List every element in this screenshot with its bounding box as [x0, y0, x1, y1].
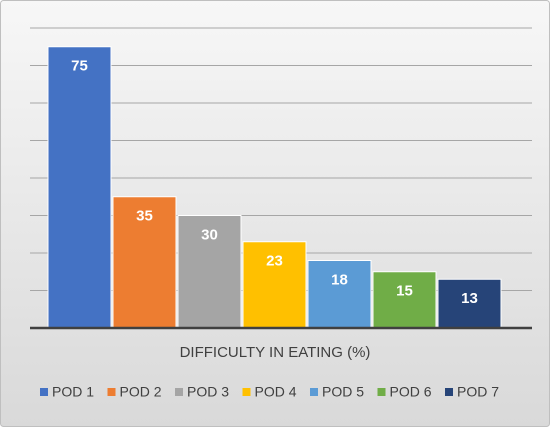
data-label: 75 [71, 58, 88, 75]
bar [177, 215, 242, 329]
legend-label: POD 4 [255, 384, 297, 400]
legend-swatch [310, 388, 318, 396]
data-label: 15 [396, 283, 413, 300]
bar [307, 260, 372, 329]
legend-swatch [242, 388, 251, 396]
legend-label: POD 2 [120, 384, 162, 400]
data-label: 35 [136, 208, 153, 225]
legend-label: POD 1 [52, 384, 94, 400]
bar [112, 196, 177, 329]
x-axis-title: DIFFICULTY IN EATING (%) [180, 344, 371, 361]
bar [242, 241, 307, 329]
legend-swatch [40, 388, 48, 396]
legend-label: POD 6 [390, 384, 432, 400]
data-label: 23 [266, 253, 283, 270]
legend-swatch [445, 388, 453, 396]
legend-swatch [377, 388, 386, 396]
legend-label: POD 3 [187, 384, 229, 400]
legend-swatch [175, 388, 183, 396]
data-label: 30 [201, 226, 218, 243]
bar [47, 46, 112, 329]
bar [372, 271, 437, 329]
data-label: 13 [461, 290, 478, 307]
legend-label: POD 5 [322, 384, 364, 400]
legend-swatch [107, 388, 116, 396]
legend-label: POD 7 [457, 384, 499, 400]
data-label: 18 [331, 271, 348, 288]
